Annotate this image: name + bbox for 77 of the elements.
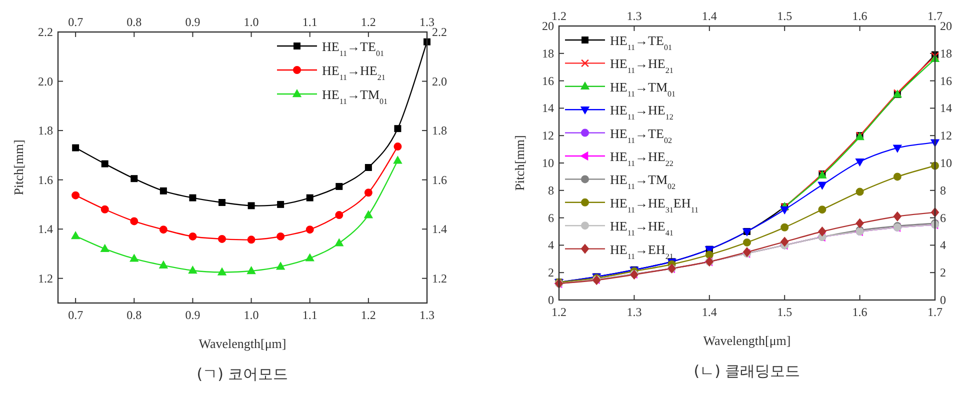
legend-label: HE$_{11}$→EH$_{21}$ bbox=[610, 242, 674, 260]
legend-label: HE$_{11}$→TE$_{02}$ bbox=[610, 126, 672, 144]
x-tick-label: 1.7 bbox=[928, 9, 942, 23]
legend-label: HE$_{11}$→HE$_{22}$ bbox=[610, 149, 674, 168]
x-tick-label: 0.9 bbox=[185, 15, 200, 29]
y-tick-label: 6 bbox=[548, 210, 554, 225]
x-tick-label: 1.1 bbox=[302, 15, 318, 29]
y-tick-label: 2.2 bbox=[38, 25, 53, 39]
x2-tick-label: 0.9 bbox=[185, 308, 200, 322]
legend-label: HE$_{11}$→TE$_{01}$ bbox=[322, 39, 384, 58]
y-tick-label: 18 bbox=[542, 46, 554, 60]
legend-label: HE$_{11}$→TM$_{02}$ bbox=[610, 172, 676, 191]
legend-label: HE$_{11}$→TE$_{01}$ bbox=[610, 33, 672, 52]
legend-label: HE$_{11}$→TM$_{01}$ bbox=[322, 87, 388, 106]
x2-tick-label: 1.5 bbox=[777, 305, 792, 319]
x2-tick-label: 0.7 bbox=[68, 308, 84, 322]
x-tick-label: 1.3 bbox=[420, 15, 434, 29]
y2-tick-label: 8 bbox=[940, 183, 946, 198]
y2-tick-label: 0 bbox=[940, 293, 946, 307]
y-tick-label: 1.6 bbox=[38, 172, 53, 187]
x-tick-label: 1.4 bbox=[702, 9, 717, 23]
text: (ㄴ) 클래딩모드 bbox=[694, 362, 800, 380]
y-axis-title: Pitch[mm] bbox=[512, 135, 527, 191]
x-tick-label: 1.3 bbox=[626, 9, 642, 23]
x-axis-title: Wavelength[μm] bbox=[703, 333, 791, 348]
y2-tick-label: 10 bbox=[940, 156, 952, 170]
y-tick-label: 0 bbox=[548, 293, 554, 307]
x2-tick-label: 1.0 bbox=[244, 308, 259, 322]
x-tick-label: 1.2 bbox=[360, 15, 376, 29]
legend-label: HE$_{11}$→TM$_{01}$ bbox=[610, 79, 676, 98]
legend-label: HE$_{11}$→HE$_{21}$ bbox=[322, 63, 386, 82]
y-tick-label: 1.4 bbox=[38, 222, 53, 236]
legend-label: HE$_{11}$→HE$_{31}$EH$_{11}$ bbox=[610, 195, 698, 214]
y2-tick-label: 20 bbox=[940, 19, 952, 33]
y2-tick-label: 1.2 bbox=[432, 271, 447, 286]
x-tick-label: 1.0 bbox=[244, 15, 259, 29]
y-tick-label: 16 bbox=[542, 74, 554, 88]
x-tick-label: 0.7 bbox=[68, 15, 84, 29]
x2-tick-label: 1.2 bbox=[360, 308, 376, 322]
x-axis-title: Wavelength[μm] bbox=[198, 336, 286, 351]
y2-tick-label: 2 bbox=[940, 266, 946, 280]
y2-tick-label: 1.8 bbox=[432, 124, 447, 138]
y2-tick-label: 2.2 bbox=[432, 25, 447, 39]
y2-tick-label: 16 bbox=[940, 74, 952, 88]
y2-tick-label: 1.6 bbox=[432, 172, 447, 187]
x2-tick-label: 0.8 bbox=[126, 308, 142, 322]
x-tick-label: 1.6 bbox=[852, 9, 868, 23]
y2-tick-label: 12 bbox=[940, 128, 952, 143]
text: (ㄱ) 코어모드 bbox=[196, 365, 288, 383]
y-tick-label: 2 bbox=[548, 266, 554, 280]
y-tick-label: 20 bbox=[542, 19, 554, 33]
y-axis-title: Pitch[mm] bbox=[11, 140, 26, 196]
y-tick-label: 8 bbox=[548, 183, 554, 198]
y-tick-label: 4 bbox=[548, 238, 554, 252]
y-tick-label: 12 bbox=[542, 128, 554, 143]
y-tick-label: 10 bbox=[542, 156, 554, 170]
y2-tick-label: 18 bbox=[940, 46, 952, 60]
x2-tick-label: 1.1 bbox=[302, 308, 318, 322]
x2-tick-label: 1.6 bbox=[852, 305, 868, 319]
y2-tick-label: 2.0 bbox=[432, 74, 447, 88]
y-tick-label: 14 bbox=[542, 101, 554, 116]
legend-label: HE$_{11}$→HE$_{12}$ bbox=[610, 102, 674, 122]
y-tick-label: 1.8 bbox=[38, 124, 53, 138]
y2-tick-label: 6 bbox=[940, 210, 946, 225]
x-tick-label: 1.5 bbox=[777, 9, 792, 23]
y-tick-label: 1.2 bbox=[38, 271, 53, 286]
x2-tick-label: 1.4 bbox=[702, 305, 717, 319]
y-tick-label: 2.0 bbox=[38, 74, 53, 88]
legend-label: HE$_{11}$→HE$_{41}$ bbox=[610, 218, 674, 238]
x-tick-label: 0.8 bbox=[126, 15, 142, 29]
x2-tick-label: 1.7 bbox=[928, 305, 942, 319]
y2-tick-label: 1.4 bbox=[432, 222, 447, 236]
y2-tick-label: 14 bbox=[940, 101, 952, 116]
y2-tick-label: 4 bbox=[940, 238, 946, 252]
x2-tick-label: 1.3 bbox=[420, 308, 434, 322]
x2-tick-label: 1.3 bbox=[626, 305, 642, 319]
legend-label: HE$_{11}$→HE$_{21}$ bbox=[610, 56, 674, 75]
